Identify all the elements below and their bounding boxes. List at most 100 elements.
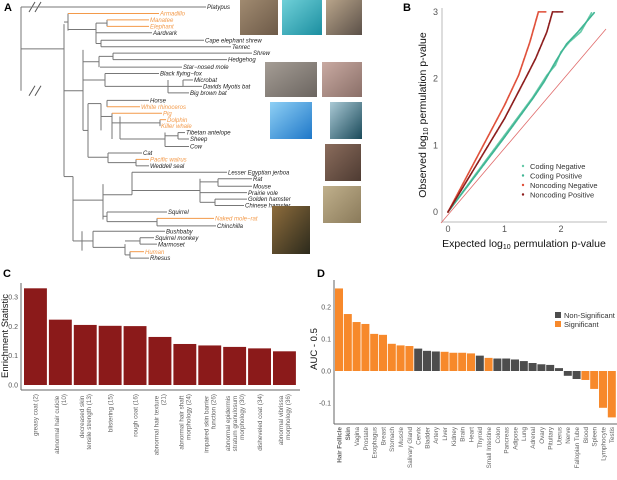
taxon-label: Sheep bbox=[190, 137, 208, 143]
taxon-label: Armadillo bbox=[159, 12, 186, 18]
bar bbox=[387, 343, 396, 371]
bar bbox=[379, 334, 387, 371]
x-tick-label: 0 bbox=[445, 224, 450, 234]
data-point bbox=[593, 11, 596, 14]
bar bbox=[223, 346, 247, 385]
taxon-label: Pig bbox=[163, 111, 172, 117]
category-label: rough coat (16) bbox=[132, 394, 139, 437]
category-label-line: abnormal hair shaft bbox=[179, 394, 186, 450]
category-label: Breast bbox=[380, 427, 387, 445]
taxon-label: Davids Myotis bat bbox=[203, 85, 251, 91]
bar bbox=[405, 346, 414, 371]
category-label: Small Intestine bbox=[486, 427, 493, 469]
category-label: Fallopian Tube bbox=[574, 427, 581, 469]
taxon-label: Chinese hamster bbox=[245, 204, 291, 210]
category-label: abnormal vibrissa morphology (36) bbox=[278, 394, 292, 445]
bar bbox=[555, 368, 563, 371]
data-point bbox=[557, 11, 560, 13]
category-label-line: impaired skin barrier bbox=[203, 394, 210, 453]
category-label: Heart bbox=[468, 427, 475, 443]
category-label: abnormal hair cuticle (10) bbox=[54, 394, 68, 454]
bar bbox=[599, 371, 607, 408]
category-label-line: greasy coat (2) bbox=[33, 394, 40, 436]
panel-label-a: A bbox=[4, 2, 12, 14]
legend-label: Non-Significant bbox=[564, 311, 616, 320]
category-label: Pancreas bbox=[504, 427, 511, 454]
category-label-line: (21) bbox=[161, 394, 168, 405]
y-tick-label: 0 bbox=[433, 207, 438, 217]
manatee-photo bbox=[282, 0, 322, 35]
bar bbox=[414, 348, 423, 371]
armadillo-photo bbox=[240, 0, 278, 35]
x-tick-label: 2 bbox=[558, 224, 563, 234]
y-tick-label: 3 bbox=[433, 7, 438, 17]
category-label-line: disheveled coat (34) bbox=[257, 394, 264, 451]
bar bbox=[370, 333, 379, 371]
legend-label: Noncoding Negative bbox=[530, 181, 598, 190]
axis-break-mark bbox=[28, 85, 36, 96]
panel-label-b: B bbox=[403, 2, 411, 14]
bar bbox=[440, 351, 449, 371]
taxon-label: Cape elephant shrew bbox=[205, 38, 262, 44]
category-label-line: (10) bbox=[61, 394, 68, 405]
bar bbox=[423, 350, 431, 371]
category-label: Colon bbox=[495, 427, 502, 444]
y-tick-label: -0.1 bbox=[319, 401, 331, 408]
taxon-label: Microbat bbox=[194, 78, 217, 84]
y-axis-title: AUC - 0.5 bbox=[309, 328, 320, 370]
killer-whale-photo bbox=[330, 102, 362, 139]
bar bbox=[24, 288, 47, 385]
data-point bbox=[556, 11, 559, 13]
category-label: Stomach bbox=[389, 427, 396, 452]
taxon-label: Squirrel monkey bbox=[155, 236, 199, 242]
legend-label: Significant bbox=[564, 320, 600, 329]
category-label: greasy coat (2) bbox=[33, 394, 40, 436]
taxon-label: Elephant bbox=[150, 24, 174, 30]
taxon-label: Tenrec bbox=[232, 45, 250, 51]
taxon-label: Pacific walrus bbox=[150, 157, 187, 163]
y-tick-label: 1 bbox=[433, 140, 438, 150]
taxon-label: Cow bbox=[190, 145, 203, 151]
category-label-line: stratum granulosum bbox=[232, 394, 239, 451]
dolphin-photo bbox=[270, 102, 312, 139]
category-label: Ovary bbox=[539, 426, 546, 444]
taxon-label: Weddell seal bbox=[150, 164, 185, 170]
category-label-line: morphology (36) bbox=[285, 394, 292, 440]
bar bbox=[98, 325, 122, 385]
category-label-line: morphology (30) bbox=[239, 394, 246, 440]
bar bbox=[572, 371, 581, 379]
taxon-label: Naked mole−rat bbox=[215, 217, 258, 223]
bar bbox=[273, 351, 296, 385]
legend-marker bbox=[521, 164, 525, 168]
white-rhinoceros-photo bbox=[265, 62, 317, 97]
y-tick-label: 0.0 bbox=[8, 383, 18, 390]
taxon-label: Human bbox=[145, 250, 165, 256]
bar bbox=[563, 371, 572, 376]
legend-swatch bbox=[555, 312, 561, 318]
category-label: Liver bbox=[442, 427, 449, 441]
bar bbox=[148, 336, 172, 385]
category-label: Blood bbox=[583, 427, 590, 444]
y-axis-title: Observed log10 permulation p-value bbox=[417, 32, 430, 198]
taxon-label: Tibetan antelope bbox=[186, 131, 231, 137]
panel-label-c: C bbox=[3, 268, 11, 280]
y-axis-title: Enrichment Statistic bbox=[0, 294, 11, 378]
y-tick-label: 0.2 bbox=[8, 324, 18, 331]
bar bbox=[48, 319, 72, 385]
bar bbox=[449, 352, 458, 371]
panel-label-d: D bbox=[317, 268, 325, 280]
bar bbox=[528, 363, 537, 371]
taxon-label: Chinchilla bbox=[217, 224, 244, 230]
category-label: impaired skin barrier function (26) bbox=[203, 394, 217, 453]
data-point bbox=[554, 11, 556, 13]
taxon-label: Platypus bbox=[207, 5, 230, 11]
category-label: disheveled coat (34) bbox=[257, 394, 264, 451]
category-label: Testis bbox=[609, 427, 616, 443]
bar bbox=[484, 357, 493, 371]
legend-marker bbox=[521, 193, 525, 196]
data-point bbox=[552, 11, 555, 13]
category-label: Thyroid bbox=[477, 427, 484, 448]
